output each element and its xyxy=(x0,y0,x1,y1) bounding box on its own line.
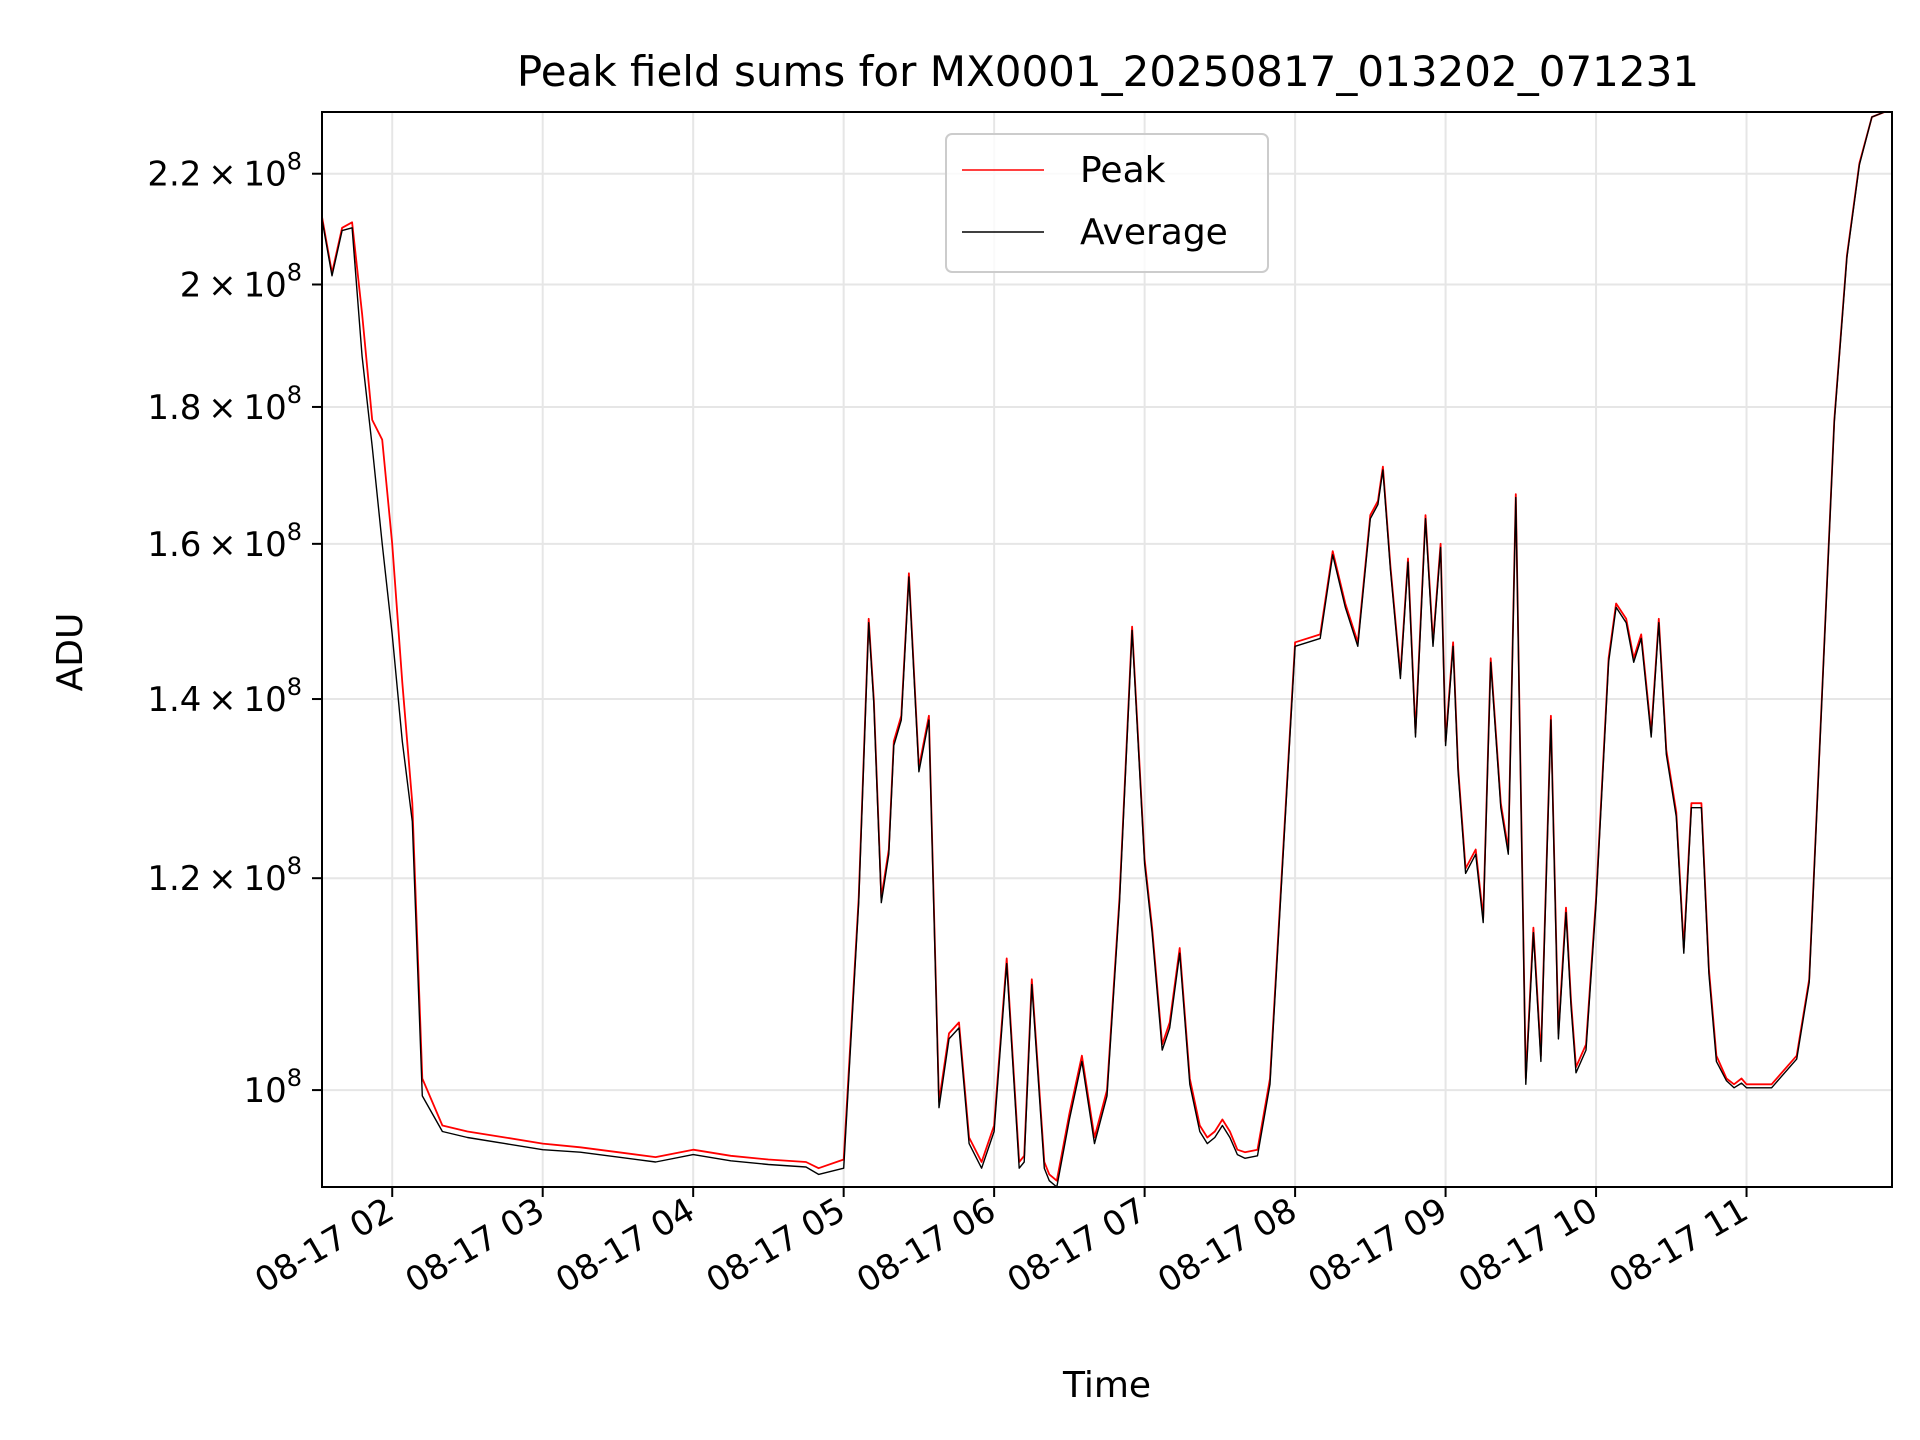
legend-average-label: Average xyxy=(1080,212,1228,253)
plot-frame xyxy=(321,111,1893,1188)
y-tick-label: 1.8 × 108 xyxy=(147,381,302,428)
y-axis: 108 1.2 × 108 1.4 × 108 1.6 × 108 1.8 × 108 2… xyxy=(147,148,322,1111)
chart-title: Peak field sums for MX0001_20250817_0132… xyxy=(517,47,1699,96)
legend: Peak Average xyxy=(945,133,1269,273)
legend-peak-label: Peak xyxy=(1080,150,1166,191)
series-line-average xyxy=(321,111,1892,1188)
series-group xyxy=(321,111,1892,1188)
y-tick-label: 2.2 × 108 xyxy=(147,148,302,195)
y-axis-label: ADU xyxy=(50,613,91,692)
y-tick-label: 108 xyxy=(243,1064,302,1111)
y-tick-label: 2 × 108 xyxy=(180,258,302,305)
y-tick-label: 1.4 × 108 xyxy=(147,673,302,720)
legend-box xyxy=(945,133,1269,273)
x-axis-label: Time xyxy=(1062,1365,1151,1406)
y-tick-label: 1.6 × 108 xyxy=(147,518,302,565)
y-tick-label: 1.2 × 108 xyxy=(147,852,302,899)
